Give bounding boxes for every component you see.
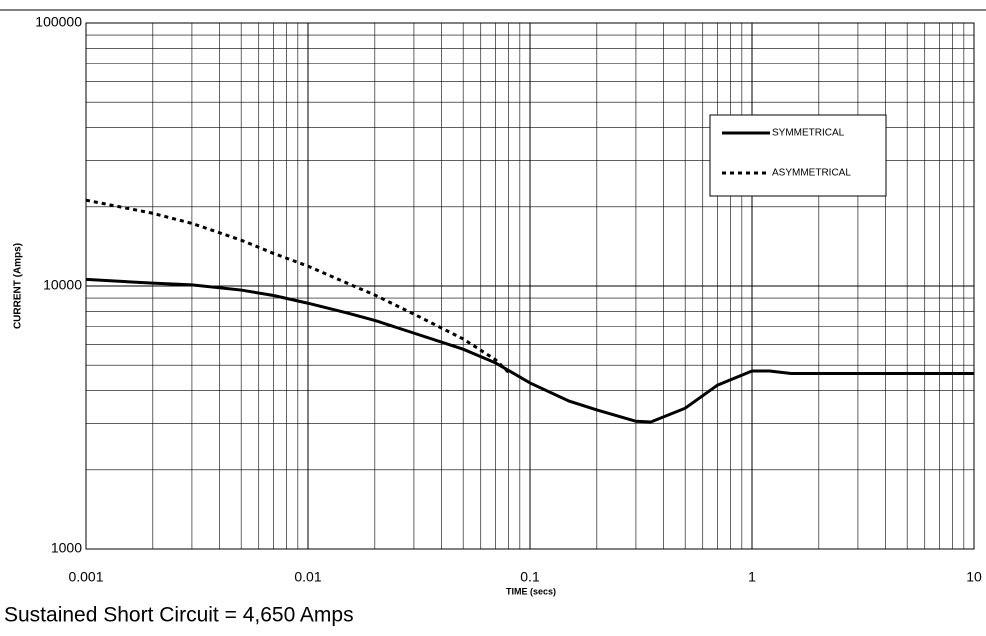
y-tick-label: 10000	[43, 277, 82, 293]
legend-label: SYMMETRICAL	[772, 128, 845, 139]
x-tick-label: 0.01	[294, 569, 321, 585]
series-line	[85, 277, 974, 424]
legend: SYMMETRICAL ASYMMETRICAL	[709, 114, 887, 197]
y-tick-label: 100000	[35, 14, 82, 30]
x-tick-label: 1	[748, 569, 756, 585]
series-line	[85, 198, 510, 374]
x-axis-label: TIME (secs)	[506, 586, 556, 596]
x-tick-label: 0.1	[520, 569, 540, 585]
x-tick-label: 0.001	[68, 569, 103, 585]
legend-label: ASYMMETRICAL	[772, 168, 851, 179]
x-tick-label: 10	[966, 569, 982, 585]
legend-box	[709, 114, 887, 197]
plot-border	[85, 22, 975, 550]
y-axis-label: CURRENT (Amps)	[13, 243, 24, 329]
y-tick-label: 1000	[51, 540, 82, 556]
caption: Sustained Short Circuit = 4,650 Amps	[4, 604, 354, 627]
